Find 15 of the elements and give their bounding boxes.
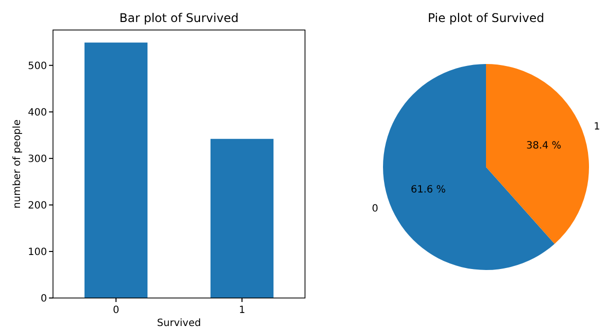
x-axis-title: Survived bbox=[157, 318, 201, 329]
data-label: 38.4 % bbox=[526, 140, 562, 152]
chart-title: Pie plot of Survived bbox=[428, 11, 544, 25]
y-tick-label: 400 bbox=[28, 107, 47, 118]
chart-title: Bar plot of Survived bbox=[119, 11, 239, 25]
y-axis-title: number of people bbox=[12, 120, 23, 208]
y-tick-label: 200 bbox=[28, 200, 47, 212]
pie-slice bbox=[486, 64, 589, 244]
data-label: 61.6 % bbox=[410, 184, 446, 196]
y-tick-label: 100 bbox=[28, 246, 47, 258]
slice-label: 0 bbox=[372, 204, 378, 215]
y-tick-label: 300 bbox=[28, 154, 47, 165]
y-tick-label: 0 bbox=[40, 294, 47, 304]
y-tick-label: 500 bbox=[28, 60, 47, 72]
slice-label: 1 bbox=[594, 121, 600, 132]
